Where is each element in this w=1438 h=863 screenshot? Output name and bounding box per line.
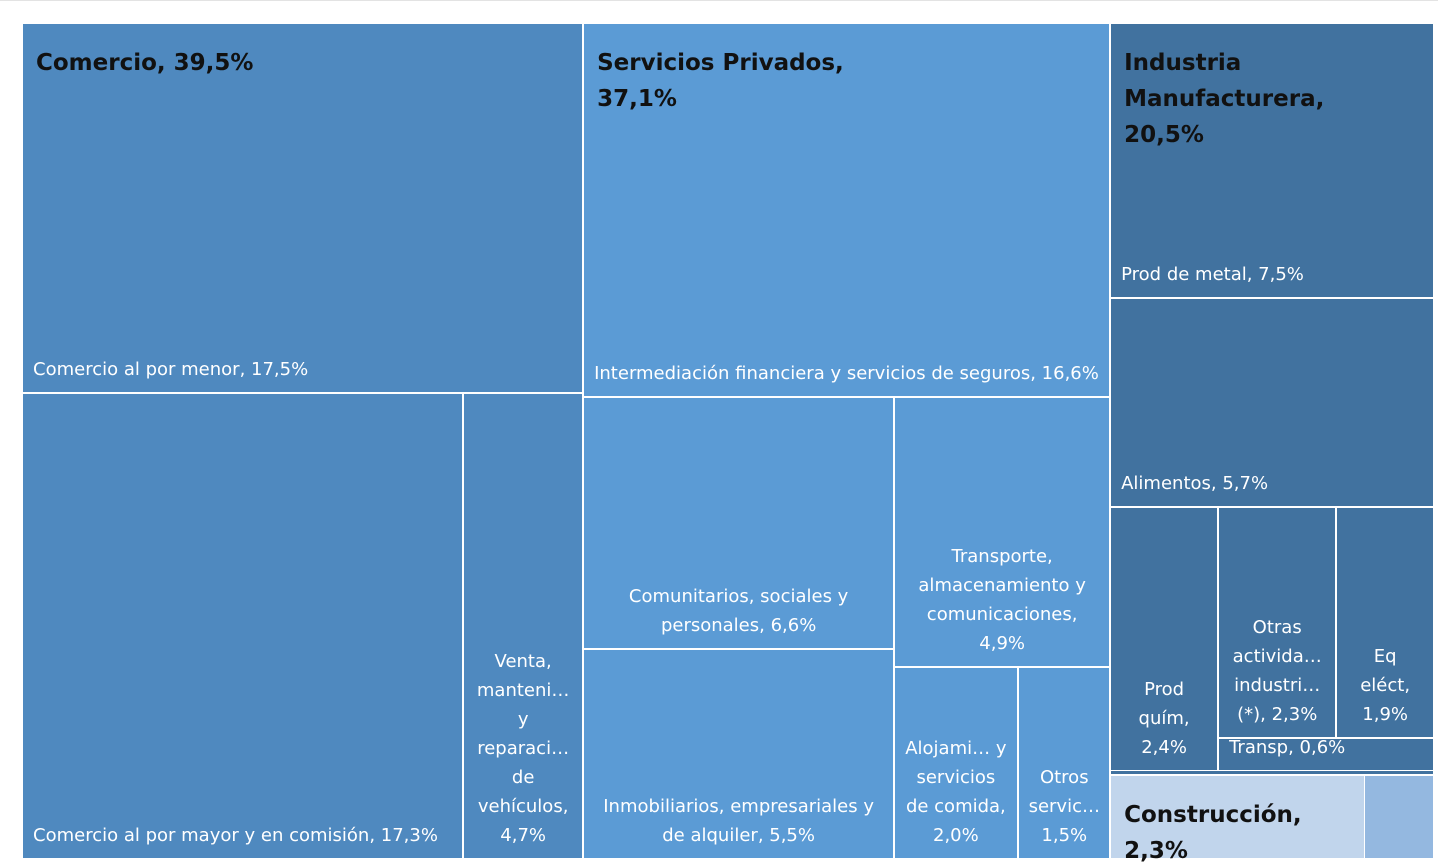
tile: Otras activida… industri… (*), 2,3% (1218, 507, 1337, 738)
tile-label: Comunitarios, sociales y personales, 6,6… (628, 586, 849, 636)
tile-label: Inmobiliarios, empresariales y de alquil… (603, 795, 874, 846)
tile: Prod de metal, 7,5% (1110, 23, 1434, 298)
tile: Eq eléct, 1,9% (1336, 507, 1434, 738)
group-label: Industria Manufacturera, 20,5% (1124, 50, 1325, 148)
tile-label: Intermediación financiera y servicios de… (594, 363, 1099, 385)
tile: Transporte, almacenamiento y comunicacio… (894, 397, 1111, 667)
tile-label: Venta, manteni… y reparaci… de vehículos… (476, 650, 570, 846)
tile-label: Transp, 0,6% (1229, 737, 1346, 758)
construction-part (1364, 774, 1434, 859)
tile: Prod quím, 2,4% (1110, 507, 1219, 771)
tile-label: Transporte, almacenamiento y comunicacio… (918, 545, 1086, 654)
tile-label: Comercio al por mayor y en comisión, 17,… (33, 824, 438, 846)
tile: Venta, manteni… y reparaci… de vehículos… (463, 393, 584, 859)
tile-label: Prod de metal, 7,5% (1121, 264, 1304, 285)
tile-label: Alimentos, 5,7% (1121, 473, 1269, 494)
tile: Inmobiliarios, empresariales y de alquil… (583, 649, 895, 859)
tile: Alojami… y servicios de comida, 2,0% (894, 666, 1018, 859)
tile-label: Eq eléct, 1,9% (1360, 646, 1411, 725)
tile-label: Prod quím, 2,4% (1138, 679, 1190, 758)
tile: Comercio al por menor, 17,5% (22, 23, 584, 394)
group-label: Construcción, 2,3% (1124, 801, 1302, 863)
tile: Alimentos, 5,7% (1110, 298, 1434, 507)
tile: Intermediación financiera y servicios de… (583, 23, 1111, 398)
group-label: Servicios Privados, 37,1% (597, 50, 844, 112)
tile-label: Otras activida… industri… (*), 2,3% (1232, 617, 1322, 725)
tile-label: Otros servic… 1,5% (1028, 766, 1100, 846)
tile-label: Alojami… y servicios de comida, 2,0% (905, 737, 1007, 846)
group-label: Comercio, 39,5% (36, 50, 254, 76)
tile: Transp, 0,6% (1218, 737, 1434, 771)
tile: Otros servic… 1,5% (1017, 666, 1111, 859)
tile: Comunitarios, sociales y personales, 6,6… (583, 397, 895, 649)
tile: Comercio al por mayor y en comisión, 17,… (22, 393, 464, 859)
tile-label: Comercio al por menor, 17,5% (33, 359, 309, 381)
